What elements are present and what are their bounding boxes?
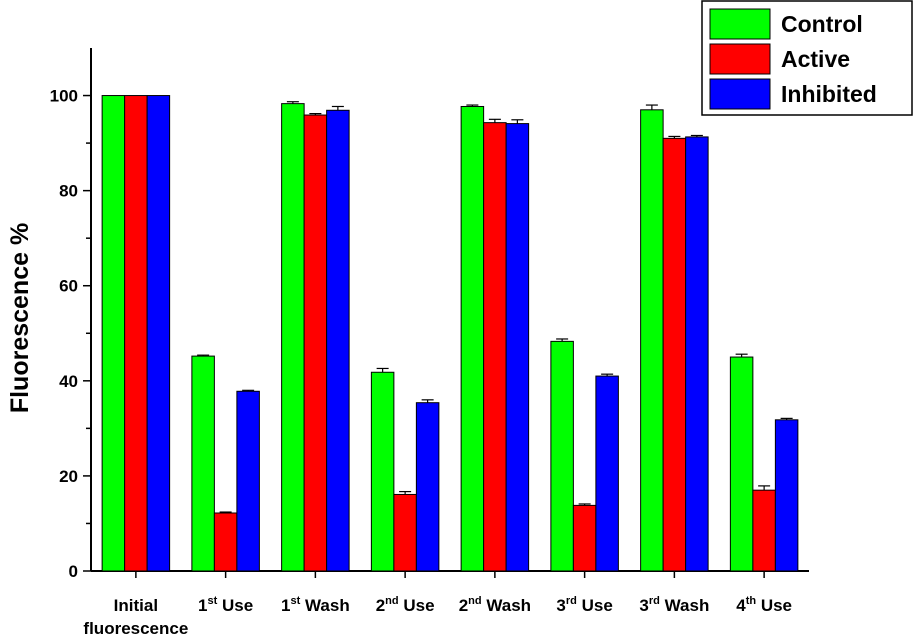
y-tick-label: 0 <box>69 562 78 581</box>
bar-active <box>303 114 328 572</box>
legend-label-inhibited: Inhibited <box>781 81 877 107</box>
bar-control <box>640 109 664 572</box>
x-tick-label: 2nd Use <box>376 595 435 615</box>
bar-control <box>729 356 754 572</box>
y-tick-label: 40 <box>59 372 78 391</box>
bar-control <box>191 355 215 572</box>
bar-active <box>213 512 238 572</box>
bar-inhibited <box>685 136 709 572</box>
bar-active <box>752 489 776 572</box>
y-tick-label: 80 <box>59 182 78 201</box>
y-tick-label: 60 <box>59 277 78 296</box>
bar-control <box>370 371 395 572</box>
bar-active <box>393 493 417 572</box>
bar-inhibited <box>505 123 530 572</box>
y-tick-label: 20 <box>59 467 78 486</box>
bar-control <box>550 340 574 572</box>
x-tick-label: 3rd Use <box>556 595 612 615</box>
labels: 0 20 40 60 80 100 Initial fluorescence 1st Use 1s… <box>50 87 792 638</box>
bar-active <box>124 95 148 572</box>
bar-inhibited <box>236 390 260 572</box>
bar-control <box>281 103 305 572</box>
bar-inhibited <box>146 95 171 572</box>
x-tick-label-line2: fluorescence <box>83 619 188 638</box>
bar-inhibited <box>326 109 350 572</box>
y-tick-label: 100 <box>50 87 78 106</box>
legend-label-active: Active <box>781 46 850 72</box>
bar-inhibited <box>415 402 440 572</box>
bar-inhibited <box>774 419 799 572</box>
x-tick-label: 1st Wash <box>281 595 350 615</box>
bar-control <box>460 105 485 572</box>
legend: Control Active Inhibited <box>701 0 913 116</box>
legend-swatch-control <box>709 8 771 40</box>
bar-active <box>572 504 597 572</box>
y-axis-title: Fluorescence % <box>6 223 34 413</box>
bars <box>101 95 799 572</box>
legend-swatch-active <box>709 43 771 75</box>
bar-control <box>101 95 126 572</box>
x-tick-label: 4th Use <box>736 595 792 615</box>
x-tick-label: 1st Use <box>198 595 253 615</box>
legend-label-control: Control <box>781 11 863 37</box>
bar-inhibited <box>595 375 619 572</box>
bar-active <box>483 122 507 572</box>
x-tick-label: Initial <box>114 596 158 615</box>
legend-swatch-inhibited <box>709 78 771 110</box>
x-tick-label: 3rd Wash <box>639 595 709 615</box>
bar-active <box>662 137 687 572</box>
x-tick-label: 2nd Wash <box>459 595 531 615</box>
